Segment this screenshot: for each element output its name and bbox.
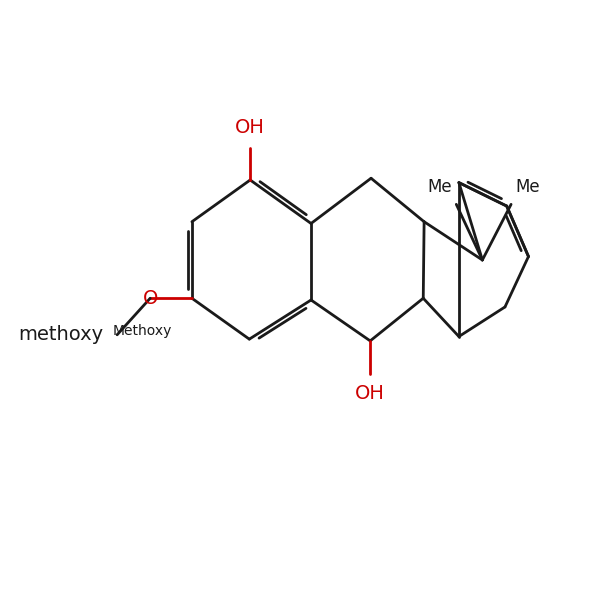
Text: methoxy: methoxy <box>18 325 103 344</box>
Text: OH: OH <box>235 118 265 137</box>
Text: Methoxy: Methoxy <box>113 324 172 338</box>
Text: O: O <box>142 289 158 308</box>
Text: OH: OH <box>355 385 385 403</box>
Text: Me: Me <box>427 178 452 196</box>
Text: Me: Me <box>515 178 540 196</box>
